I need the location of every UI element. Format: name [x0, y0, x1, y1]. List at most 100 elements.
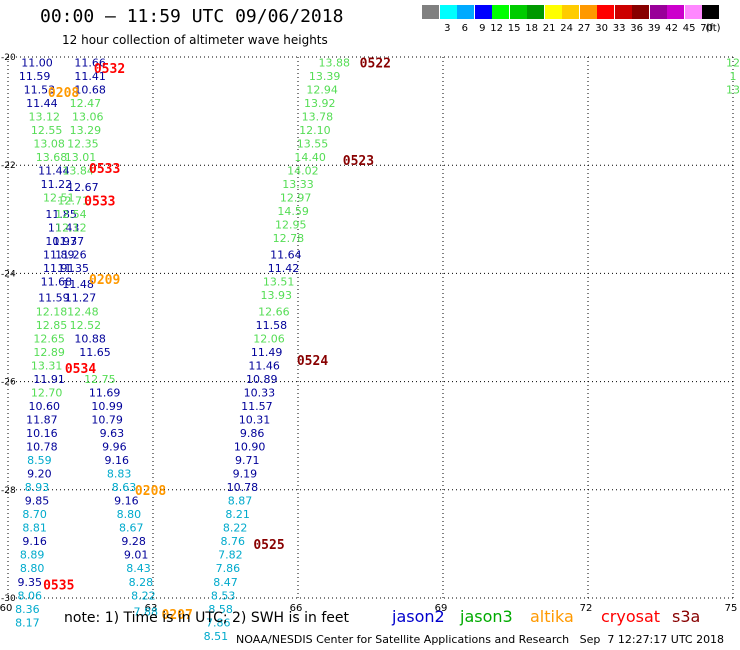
wave-height-value: 10.68	[74, 83, 106, 96]
wave-height-value: 8.06	[18, 589, 43, 602]
x-tick-label: 63	[145, 603, 158, 614]
wave-height-value: 8.28	[129, 576, 154, 589]
note-text: note: 1) Time is in UTC; 2) SWH is in fe…	[64, 610, 350, 626]
wave-height-value: 11.58	[256, 319, 288, 332]
credit-source: NOAA/NESDIS Center for Satellite Applica…	[236, 633, 570, 646]
wave-height-value: 12.94	[306, 83, 338, 96]
wave-height-value: 11.89	[43, 248, 75, 261]
wave-height-value: 9.35	[18, 576, 43, 589]
wave-height-value: 11.44	[38, 165, 70, 178]
wave-height-value: 11.44	[26, 97, 58, 110]
wave-height-value: 8.59	[27, 454, 52, 467]
wave-height-value: 9.28	[121, 535, 146, 548]
pass-id-label: 0535	[43, 578, 74, 593]
wave-height-value: 11.27	[65, 292, 97, 305]
scale-label: 24	[560, 23, 573, 34]
x-tick-label: 75	[725, 603, 738, 614]
wave-height-value: 12.70	[31, 386, 63, 399]
scale-swatch	[649, 5, 667, 19]
y-tick-label: -30	[1, 594, 16, 604]
wave-height-value: 12	[726, 56, 740, 69]
wave-height-value: 8.89	[20, 549, 45, 562]
wave-height-value: 11.49	[251, 346, 283, 359]
wave-height-value: 8.93	[25, 481, 50, 494]
x-tick-label: 66	[290, 603, 303, 614]
wave-height-value: 11.85	[45, 208, 77, 221]
legend-altika: altika	[530, 607, 574, 626]
scale-swatch	[527, 5, 544, 19]
wave-height-value: 8.17	[15, 616, 40, 629]
wave-height-value: 7.86	[206, 616, 231, 629]
wave-height-value: 11.46	[248, 359, 280, 372]
wave-height-value: 11.66	[74, 56, 106, 69]
wave-height-value: 8.63	[112, 481, 137, 494]
wave-height-value: 11.35	[58, 262, 90, 275]
wave-height-value: 12.06	[253, 332, 285, 345]
chart-title: 00:00 — 11:59 UTC 09/06/2018	[40, 6, 344, 27]
scale-swatch	[667, 5, 684, 19]
y-tick-label: -26	[1, 378, 16, 388]
wave-height-value: 10.99	[91, 400, 123, 413]
wave-height-value: 13.29	[70, 124, 102, 137]
wave-height-value: 10.89	[246, 373, 278, 386]
scale-label: 39	[647, 23, 661, 34]
scale-label: 21	[542, 23, 556, 34]
wave-height-value: 9.16	[105, 454, 130, 467]
wave-height-value: 8.80	[117, 508, 142, 521]
wave-height-value: 13.12	[29, 111, 61, 124]
wave-height-value: 13	[726, 83, 740, 96]
wave-height-value: 11.87	[26, 413, 58, 426]
wave-height-value: 14.59	[277, 205, 309, 218]
wave-height-value: 9.86	[240, 427, 265, 440]
y-tick-label: -22	[1, 161, 16, 171]
wave-height-value: 11.43	[48, 221, 80, 234]
wave-height-value: 13.33	[282, 178, 314, 191]
wave-height-value: 9.16	[114, 495, 139, 508]
wave-height-value: 12.10	[299, 124, 331, 137]
wave-height-value: 9.16	[22, 535, 47, 548]
scale-unit: (ft)	[705, 23, 721, 34]
scale-swatch	[597, 5, 614, 19]
wave-height-value: 9.20	[27, 468, 52, 481]
wave-height-value: 8.83	[107, 468, 132, 481]
wave-height-value: 13.93	[261, 289, 293, 302]
wave-height-value: 12.51	[43, 192, 75, 205]
scale-swatch	[632, 5, 649, 19]
pass-id-label: 0534	[65, 362, 96, 377]
wave-height-value: 9.85	[25, 495, 50, 508]
scale-label: 27	[577, 23, 591, 34]
wave-height-value: 8.36	[15, 603, 40, 616]
wave-height-value: 13.39	[309, 70, 341, 83]
wave-height-value: 12.18	[36, 305, 68, 318]
scale-swatch	[562, 5, 579, 19]
wave-height-value: 12.65	[33, 332, 65, 345]
scale-label: 9	[479, 23, 486, 34]
pass-id-label: 0208	[135, 484, 166, 499]
y-tick-label: -20	[1, 53, 16, 63]
wave-height-value: 12.48	[67, 305, 99, 318]
wave-height-value: 12.71	[58, 194, 90, 207]
wave-height-value: 13.92	[304, 97, 336, 110]
y-tick-label: -28	[1, 486, 16, 496]
wave-height-value: 10.90	[234, 441, 266, 454]
wave-height-value: 9.71	[235, 454, 260, 467]
wave-height-value: 8.76	[221, 535, 246, 548]
legend-s3a: s3a	[672, 607, 701, 626]
wave-height-value: 8.67	[119, 522, 144, 535]
wave-height-value: 13.55	[297, 138, 329, 151]
wave-height-value: 12.54	[55, 208, 87, 221]
scale-swatch	[474, 5, 492, 19]
generated-timestamp: Sep 7 12:27:17 UTC 2018	[579, 633, 725, 646]
pass-id-label: 0532	[94, 62, 125, 77]
wave-height-value: 10.31	[239, 413, 271, 426]
wave-height-value: 12.55	[31, 124, 63, 137]
pass-id-label: 0207	[162, 608, 193, 623]
wave-height-value: 13.88	[319, 56, 351, 69]
wave-height-value: 11.68	[41, 276, 73, 289]
pass-id-label: 0522	[360, 56, 391, 71]
wave-height-value: 10.78	[26, 441, 58, 454]
chart-subtitle: 12 hour collection of altimeter wave hei…	[62, 33, 328, 47]
pass-id-label: 0524	[297, 354, 328, 369]
wave-height-value: 13.78	[302, 111, 334, 124]
